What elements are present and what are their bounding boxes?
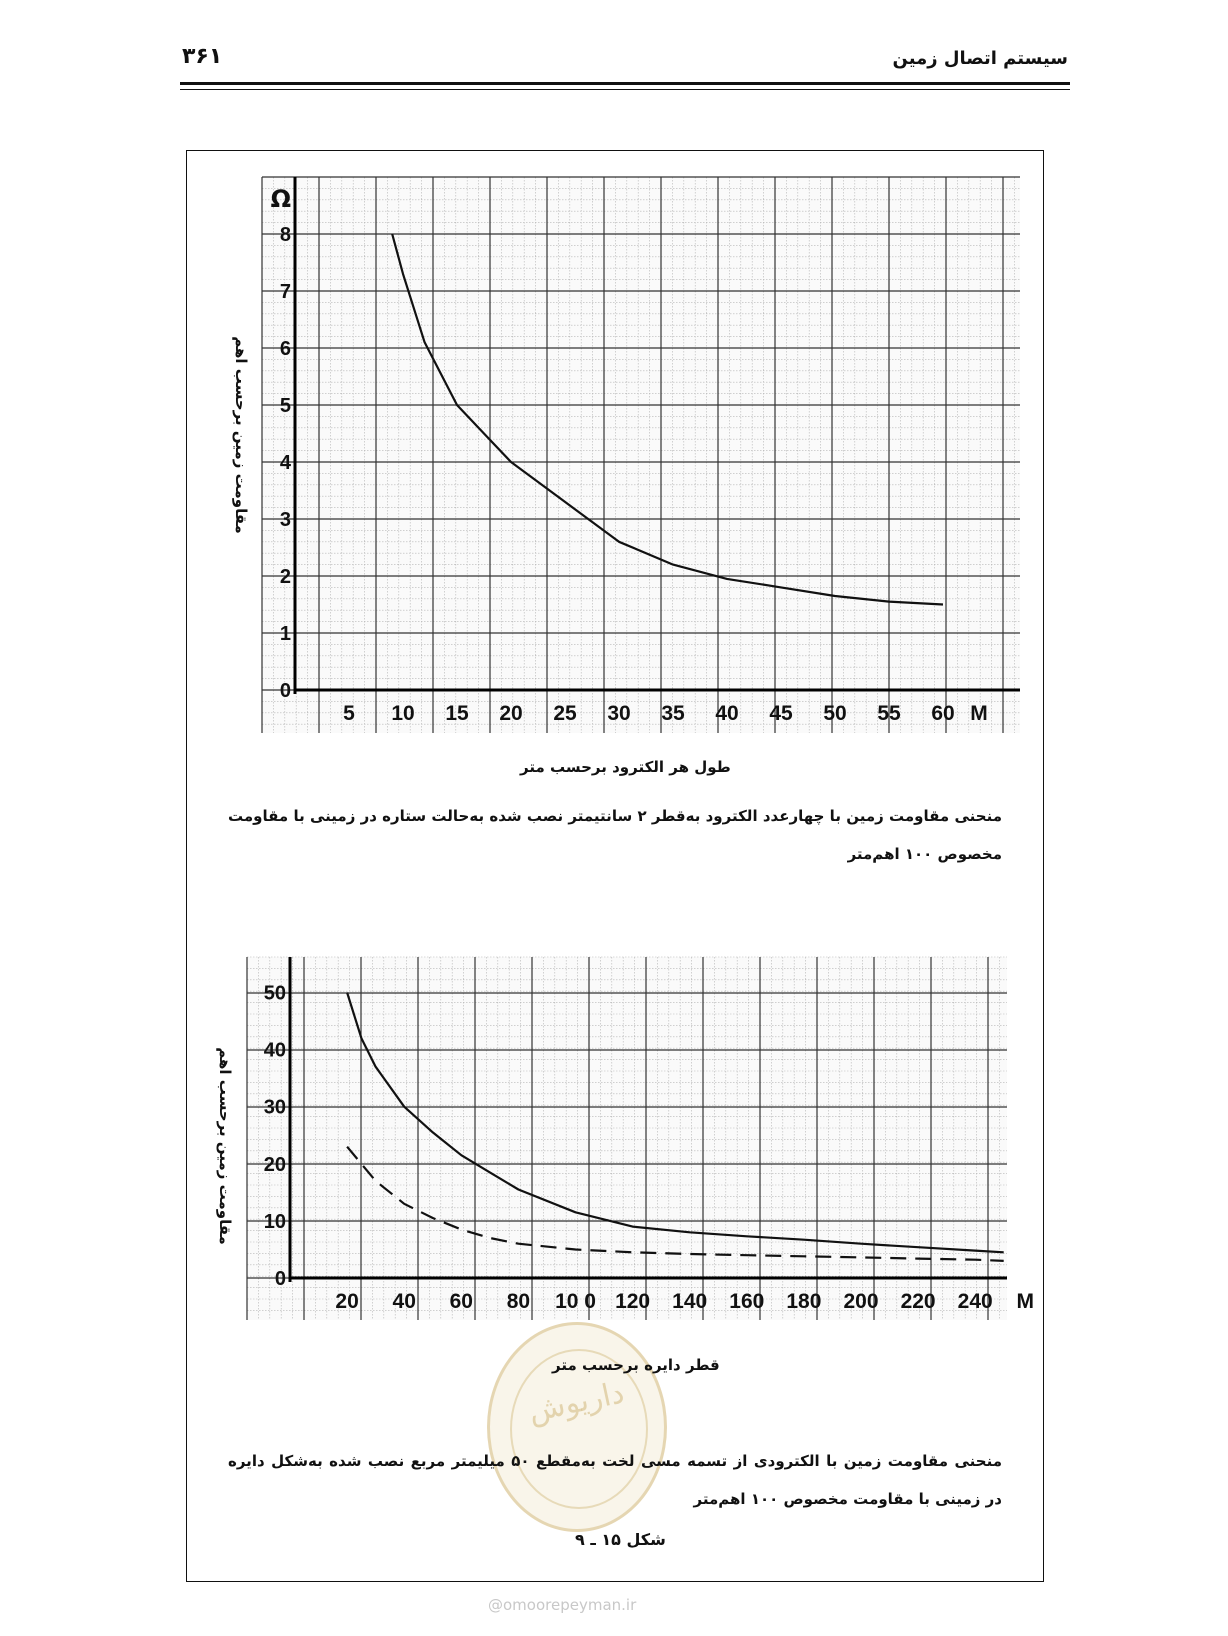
y-axis-label-top: مقاومت زمین برحسب اهم xyxy=(232,336,250,534)
x-tick-label: 35 xyxy=(661,702,685,725)
x-tick-label: 25 xyxy=(553,702,577,725)
grid-paper xyxy=(262,177,1020,733)
x-tick-label: 40 xyxy=(715,702,738,725)
header-rule-thick xyxy=(180,82,1070,85)
watermark: @omoorepeyman.ir xyxy=(488,1596,637,1614)
x-tick-label: 45 xyxy=(769,702,793,725)
caption-bottom: منحنی مقاومت زمین با الکترودی از تسمه مس… xyxy=(228,1452,1002,1508)
x-tick-label: 55 xyxy=(877,702,901,725)
y-tick-label: 4 xyxy=(280,452,292,474)
x-tick-label: 10 xyxy=(391,702,414,725)
y-tick-label: 1 xyxy=(280,623,291,645)
x-tick-label: 60 xyxy=(931,702,954,725)
caption-top: منحنی مقاومت زمین با چهارعدد الکترود به‌… xyxy=(228,807,1002,863)
resistance-vs-length-chart: 5 10 15 20 25 30 35 40 45 50 55 60 M012345678Ωمقاومت… xyxy=(232,176,1020,733)
y-tick-label: 0 xyxy=(280,680,291,702)
x-axis-label-top: طول هر الکترود برحسب متر xyxy=(520,758,731,776)
page-header: ۳۶۱ سیستم اتصال زمین xyxy=(180,44,1070,94)
y-tick-label: 5 xyxy=(280,395,291,417)
x-tick-label: 5 xyxy=(343,702,355,725)
resistance-curve xyxy=(391,233,944,606)
x-axis-label-bottom: قطر دایره برحسب متر xyxy=(552,1356,720,1374)
x-tick-label: 50 xyxy=(823,702,846,725)
y-tick-label: 3 xyxy=(280,509,291,531)
y-tick-label: 7 xyxy=(280,281,291,303)
x-tick-label: 30 xyxy=(607,702,630,725)
x-tick-label: 20 xyxy=(499,702,522,725)
header-rule-thin xyxy=(180,89,1070,90)
stamp-ring xyxy=(510,1349,648,1509)
y-tick-label: 6 xyxy=(280,338,291,360)
library-stamp: داریوش xyxy=(487,1322,667,1532)
y-tick-label: 8 xyxy=(280,224,291,246)
y-tick-label: 2 xyxy=(280,566,291,588)
y-unit-label: Ω xyxy=(271,185,291,213)
x-tick-label: 15 xyxy=(445,702,469,725)
page-number: ۳۶۱ xyxy=(182,44,223,69)
x-unit-label: M xyxy=(970,702,988,725)
figure-number: شکل ۱۵ ـ ۹ xyxy=(575,1530,666,1549)
figure-frame xyxy=(186,150,1044,1582)
running-title: سیستم اتصال زمین xyxy=(892,48,1068,69)
